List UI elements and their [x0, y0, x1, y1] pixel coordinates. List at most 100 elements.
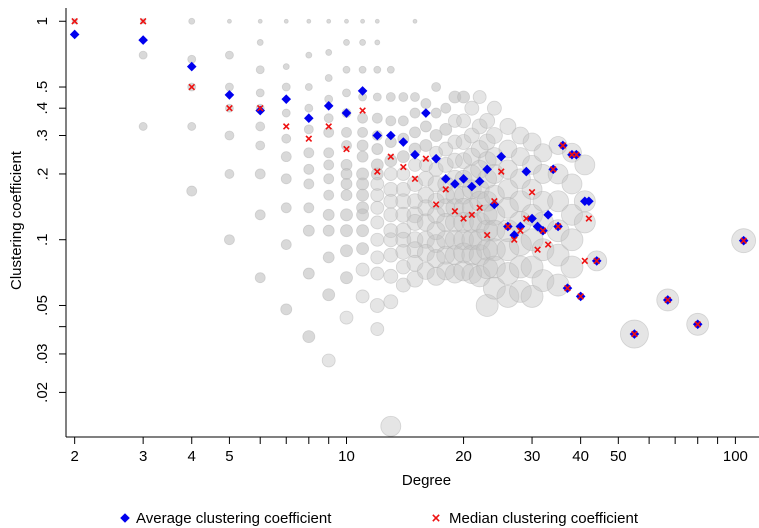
degree-bubble: [280, 303, 293, 316]
degree-bubble: [383, 268, 399, 284]
median-point: [549, 165, 557, 173]
degree-bubble: [340, 189, 353, 202]
degree-bubble: [430, 107, 442, 119]
degree-bubble: [453, 242, 474, 264]
degree-bubble: [419, 120, 432, 133]
degree-bubble: [395, 277, 411, 293]
y-tick-label: .4: [34, 102, 51, 115]
median-point: [631, 330, 638, 338]
median-point: [497, 168, 505, 175]
degree-bubble: [439, 122, 453, 136]
average-point: [489, 199, 500, 210]
degree-bubble: [440, 102, 452, 114]
degree-bubble: [561, 203, 583, 226]
degree-bubble: [356, 177, 369, 191]
degree-bubble: [463, 127, 480, 144]
degree-bubble: [383, 232, 399, 248]
degree-bubble: [417, 199, 435, 217]
degree-bubble: [531, 269, 555, 292]
degree-bubble: [384, 154, 398, 168]
degree-bubble: [561, 173, 583, 195]
degree-bubble: [385, 115, 397, 127]
degree-bubble: [255, 65, 265, 75]
degree-bubble: [546, 243, 570, 267]
median-point: [71, 17, 78, 25]
degree-bubble: [482, 238, 506, 262]
degree-bubble: [371, 143, 384, 155]
degree-bubble: [323, 189, 335, 201]
x-axis-label: Degree: [402, 472, 451, 489]
degree-bubble: [303, 163, 315, 175]
degree-bubble: [385, 92, 396, 102]
degree-bubble: [383, 247, 399, 263]
legend-average-label: Average clustering coefficient: [136, 510, 332, 527]
median-point: [451, 207, 459, 215]
degree-bubble: [370, 215, 385, 230]
median-point: [399, 163, 407, 171]
average-point: [410, 149, 420, 160]
median-point: [554, 223, 562, 230]
y-tick-label: .05: [34, 295, 51, 316]
median-point: [226, 104, 233, 112]
median-point: [359, 107, 366, 114]
degree-bubble: [138, 50, 148, 60]
degree-bubble: [468, 265, 491, 288]
average-point: [527, 213, 537, 224]
degree-bubble: [482, 255, 506, 279]
degree-bubble: [340, 168, 353, 180]
degree-bubble: [281, 133, 292, 144]
degree-bubble: [496, 196, 519, 219]
degree-bubble: [560, 255, 584, 279]
x-tick-label: 10: [338, 448, 355, 465]
x-ticks: 2 3 4 5 10 20 30 40 50 100: [70, 437, 748, 465]
degree-bubble: [475, 294, 499, 317]
degree-bubble: [254, 168, 266, 180]
degree-bubble: [322, 288, 336, 302]
degree-bubble: [343, 39, 350, 46]
degree-bubble: [383, 294, 399, 310]
degree-bubble: [472, 90, 487, 104]
degree-bubble: [256, 39, 264, 46]
median-point: [343, 145, 350, 153]
degree-bubble: [224, 130, 235, 141]
degree-bubble: [257, 18, 263, 24]
degree-bubble: [326, 18, 332, 24]
median-point: [559, 142, 567, 149]
legend: Average clustering coefficient Median cl…: [120, 510, 639, 527]
median-point: [577, 293, 584, 300]
degree-bubble: [533, 143, 553, 163]
y-tick-label: .1: [34, 233, 51, 246]
axes: [65, 8, 759, 438]
degree-bubble: [281, 82, 291, 92]
degree-bubble: [356, 150, 369, 163]
median-point: [740, 237, 747, 245]
degree-bubble: [370, 266, 385, 281]
degree-bubble: [406, 241, 424, 259]
degree-bubble: [255, 88, 265, 98]
median-point: [510, 236, 518, 244]
degree-bubble: [419, 139, 433, 152]
degree-bubble: [302, 224, 315, 237]
degree-bubble: [304, 83, 313, 91]
degree-bubble: [324, 74, 333, 82]
legend-median-marker: [432, 514, 440, 522]
degree-bubble: [444, 263, 465, 284]
degree-bubble: [254, 209, 266, 221]
median-point: [476, 204, 483, 212]
median-point: [422, 155, 430, 162]
degree-bubble: [302, 330, 316, 344]
degree-bubble: [281, 108, 291, 118]
average-point: [224, 90, 235, 100]
degree-bubble: [395, 206, 412, 223]
degree-bubble: [464, 100, 480, 116]
degree-bubble: [416, 244, 435, 262]
degree-bubble: [340, 224, 353, 238]
degree-bubble: [186, 185, 198, 197]
median-point: [468, 211, 476, 219]
degree-bubble: [356, 188, 369, 202]
degree-bubble: [282, 63, 290, 71]
degree-bubble: [341, 126, 352, 138]
degree-bubble: [427, 175, 445, 193]
degree-bubble: [303, 124, 314, 135]
degree-bubble: [357, 126, 368, 138]
